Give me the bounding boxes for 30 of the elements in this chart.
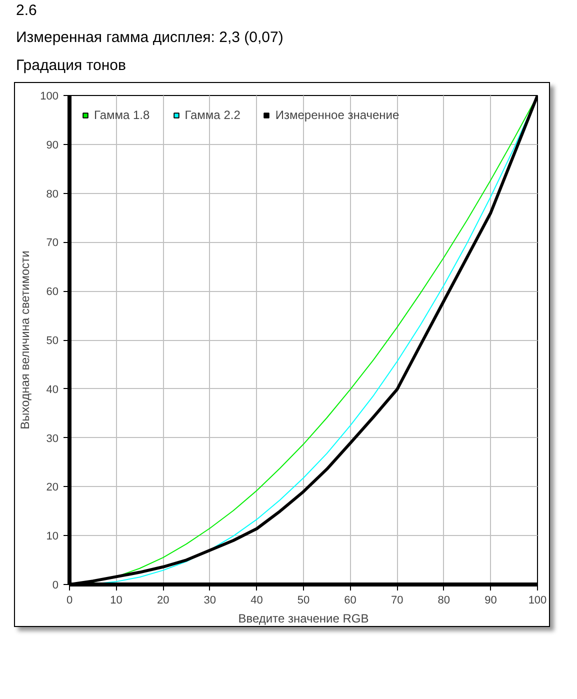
chart-subtitle: Измеренная гамма дисплея: 2,3 (0,07) xyxy=(16,28,284,48)
chart-title: 2.6 xyxy=(16,1,37,21)
x-tick-label: 0 xyxy=(66,594,73,607)
x-tick-label: 70 xyxy=(390,594,404,607)
x-tick-label: 80 xyxy=(438,594,450,607)
y-tick-label: 40 xyxy=(46,384,59,396)
y-tick-label: 100 xyxy=(40,90,59,103)
y-tick-label: 20 xyxy=(46,482,59,494)
x-tick-label: 10 xyxy=(110,594,122,607)
y-tick-label: 50 xyxy=(46,335,59,348)
legend-label: Гамма 2.2 xyxy=(184,108,240,122)
y-tick-label: 80 xyxy=(46,188,59,201)
y-tick-label: 70 xyxy=(46,237,59,250)
y-axis-title: Выходная величина светимости xyxy=(18,250,32,430)
y-tick-label: 10 xyxy=(46,530,59,543)
text: Градация тонов xyxy=(16,56,126,76)
x-axis-title: Введите значение RGB xyxy=(238,612,369,626)
x-tick-label: 30 xyxy=(204,594,216,607)
legend-label: Измеренное значение xyxy=(275,108,400,122)
x-tick-label: 40 xyxy=(250,594,263,607)
x-tick-label: 60 xyxy=(344,594,356,607)
x-tick-label: 20 xyxy=(156,594,170,607)
y-tick-label: 30 xyxy=(46,433,59,446)
legend-label: Гамма 1.8 xyxy=(94,108,150,122)
y-tick-label: 60 xyxy=(46,286,59,298)
x-tick-label: 90 xyxy=(484,594,497,607)
y-tick-label: 0 xyxy=(52,580,59,592)
x-tick-label: 50 xyxy=(297,594,310,607)
y-tick-label: 90 xyxy=(46,140,59,152)
x-tick-label: 100 xyxy=(528,594,547,607)
